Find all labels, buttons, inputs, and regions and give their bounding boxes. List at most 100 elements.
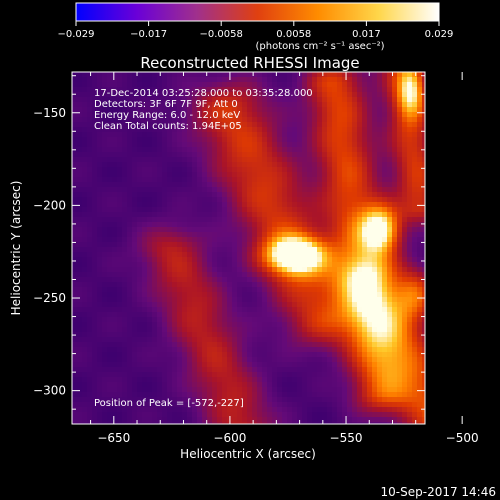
heatmap-cell [322,392,328,398]
heatmap-cell [107,282,113,288]
heatmap-cell [102,262,108,268]
heatmap-cell [97,212,103,218]
heatmap-cell [157,327,163,333]
heatmap-cell [162,97,168,103]
heatmap-cell [287,377,293,383]
heatmap-cell [287,362,293,368]
heatmap-cell [292,152,298,158]
heatmap-cell [247,97,253,103]
heatmap-cell [297,267,303,273]
heatmap-cell [177,402,183,408]
heatmap-cell [412,252,418,258]
heatmap-cell [377,267,383,273]
heatmap-cell [162,387,168,393]
heatmap-cell [327,112,333,118]
heatmap-cell [302,147,308,153]
heatmap-cell [282,377,288,383]
heatmap-cell [357,112,363,118]
heatmap-cell [192,327,198,333]
heatmap-cell [412,157,418,163]
heatmap-cell [77,417,83,423]
heatmap-cell [257,262,263,268]
heatmap-cell [287,222,293,228]
heatmap-cell [287,277,293,283]
heatmap-cell [97,112,103,118]
heatmap-cell [367,167,373,173]
heatmap-cell [217,237,223,243]
heatmap-cell [167,202,173,208]
heatmap-cell [382,412,388,418]
heatmap-cell [77,367,83,373]
heatmap-cell [402,347,408,353]
heatmap-cell [412,82,418,88]
heatmap-cell [342,172,348,178]
heatmap-cell [302,182,308,188]
heatmap-cell [112,162,118,168]
heatmap-cell [357,142,363,148]
heatmap-cell [182,262,188,268]
heatmap-cell [182,122,188,128]
heatmap-cell [232,302,238,308]
heatmap-cell [112,112,118,118]
heatmap-cell [297,137,303,143]
heatmap-cell [382,162,388,168]
heatmap-cell [77,297,83,303]
heatmap-cell [257,207,263,213]
heatmap-cell [312,212,318,218]
heatmap-cell [367,87,373,93]
heatmap-cell [87,212,93,218]
heatmap-cell [357,412,363,418]
heatmap-cell [322,152,328,158]
heatmap-cell [247,402,253,408]
heatmap-cell [392,252,398,258]
heatmap-cell [182,327,188,333]
heatmap-cell [262,87,268,93]
heatmap-cell [357,322,363,328]
heatmap-cell [132,162,138,168]
heatmap-cell [242,157,248,163]
heatmap-cell [207,167,213,173]
heatmap-cell [247,382,253,388]
heatmap-cell [417,212,423,218]
heatmap-cell [252,307,258,313]
heatmap-cell [292,97,298,103]
heatmap-cell [212,232,218,238]
heatmap-cell [162,317,168,323]
heatmap-cell [402,167,408,173]
heatmap-cell [247,362,253,368]
heatmap-cell [282,207,288,213]
heatmap-cell [147,372,153,378]
heatmap-cell [177,202,183,208]
heatmap-cell [307,402,313,408]
heatmap-cell [82,342,88,348]
heatmap-cell [252,97,258,103]
heatmap-cell [317,242,323,248]
heatmap-cell [412,232,418,238]
heatmap-cell [332,337,338,343]
heatmap-cell [152,252,158,258]
heatmap-cell [262,402,268,408]
heatmap-cell [317,412,323,418]
heatmap-cell [212,312,218,318]
heatmap-cell [392,242,398,248]
heatmap-cell [422,72,425,78]
heatmap-cell [242,127,248,133]
heatmap-cell [302,227,308,233]
heatmap-cell [282,127,288,133]
heatmap-cell [157,252,163,258]
heatmap-cell [317,332,323,338]
heatmap-cell [282,352,288,358]
heatmap-cell [272,347,278,353]
heatmap-cell [232,107,238,113]
heatmap-cell [262,257,268,263]
heatmap-cell [302,387,308,393]
heatmap-cell [127,237,133,243]
heatmap-cell [272,167,278,173]
heatmap-cell [337,82,343,88]
heatmap-cell [72,377,78,383]
heatmap-cell [307,177,313,183]
heatmap-cell [282,102,288,108]
heatmap-cell [107,237,113,243]
heatmap-cell [72,137,78,143]
